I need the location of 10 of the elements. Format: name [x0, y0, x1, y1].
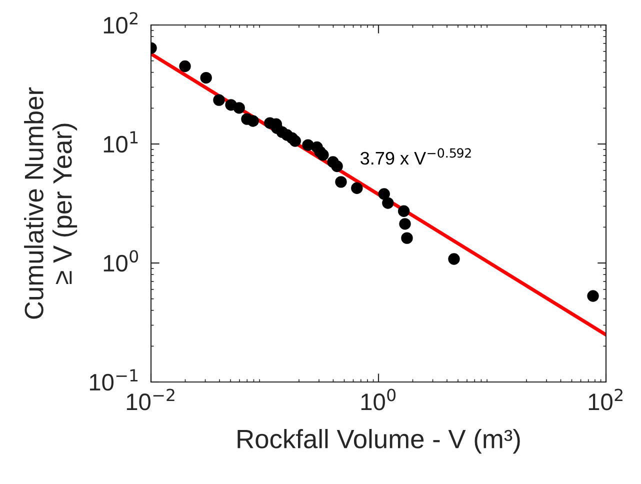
x-tick-label: 10$^{2}$: [588, 388, 622, 410]
annotation: 3.79 x V$^{−0.592}$: [360, 148, 471, 165]
y-tick-label: 10$^{2}$: [104, 12, 138, 34]
y-axis-title: Cumulative Number ≥ V (per Year): [24, 87, 78, 319]
x-tick-label: 10$^{−2}$: [126, 388, 174, 410]
y-tick-label: 10$^{0}$: [104, 250, 138, 272]
y-tick-label: 10$^{−1}$: [90, 369, 138, 391]
x-axis-title: Rockfall Volume - V (m³): [238, 429, 520, 454]
y-tick-label: 10$^{1}$: [104, 131, 138, 153]
x-tick-label: 10$^{0}$: [361, 388, 396, 410]
